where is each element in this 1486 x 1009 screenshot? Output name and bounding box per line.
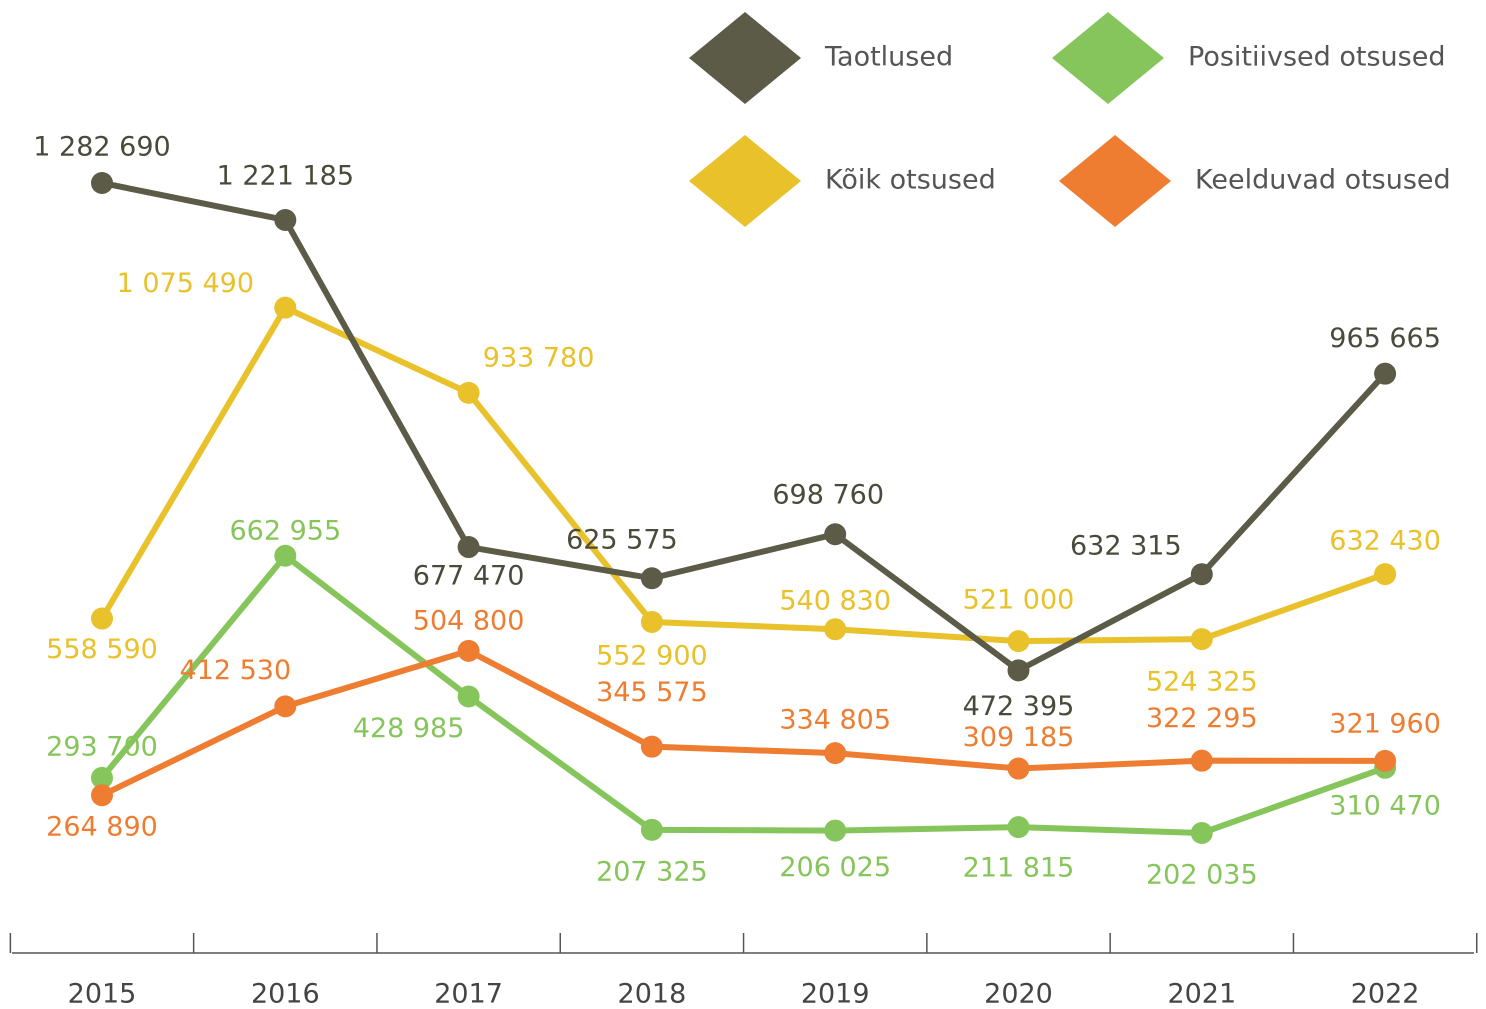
data-label: 1 075 490 — [117, 268, 254, 299]
data-point — [640, 818, 663, 841]
data-point — [91, 784, 113, 807]
data-point — [274, 296, 297, 319]
data-point — [640, 610, 663, 633]
data-point — [1190, 749, 1213, 772]
data-label: 428 985 — [353, 713, 465, 744]
data-label: 321 960 — [1329, 708, 1441, 739]
x-tick-label: 2015 — [68, 979, 137, 1009]
data-label: 632 315 — [1070, 531, 1182, 562]
legend-label: Taotlused — [824, 42, 953, 73]
legend-label: Kõik otsused — [825, 165, 996, 196]
data-point — [640, 735, 663, 758]
data-point — [274, 695, 297, 718]
data-label: 211 815 — [963, 853, 1075, 884]
data-label: 345 575 — [596, 677, 708, 708]
data-label: 207 325 — [596, 856, 708, 887]
data-label: 504 800 — [413, 605, 525, 636]
legend-swatch — [689, 135, 801, 227]
data-point — [1007, 757, 1030, 780]
data-label: 206 025 — [779, 852, 891, 883]
data-point — [824, 819, 847, 842]
x-tick-label: 2021 — [1167, 979, 1236, 1009]
data-label: 1 282 690 — [33, 132, 170, 163]
data-point — [274, 208, 297, 231]
data-label: 677 470 — [413, 561, 525, 592]
data-point — [91, 172, 113, 194]
data-label: 412 530 — [179, 655, 291, 686]
data-point — [824, 742, 847, 765]
data-label: 310 470 — [1329, 790, 1441, 821]
data-label: 662 955 — [229, 515, 341, 546]
data-point — [91, 766, 113, 789]
x-tick-label: 2016 — [251, 979, 320, 1009]
data-point — [457, 536, 480, 559]
legend-swatch — [689, 12, 801, 104]
data-label: 293 700 — [46, 731, 158, 762]
data-point — [1374, 749, 1397, 772]
data-point — [1190, 628, 1213, 651]
series-line — [100, 647, 1386, 798]
x-tick-label: 2020 — [984, 979, 1053, 1009]
data-point — [457, 685, 480, 708]
data-point — [1007, 630, 1030, 653]
data-label: 524 325 — [1146, 667, 1258, 698]
legend-label: Positiivsed otsused — [1188, 42, 1445, 73]
data-label: 334 805 — [779, 705, 891, 736]
data-point — [824, 523, 847, 546]
data-point — [1190, 822, 1213, 844]
data-point — [824, 618, 847, 641]
data-point — [640, 567, 663, 590]
data-label: 558 590 — [46, 634, 158, 665]
data-point — [457, 381, 480, 404]
data-point — [1374, 563, 1397, 586]
legend-swatch — [1059, 135, 1171, 227]
series-line — [99, 552, 1387, 836]
data-label: 965 665 — [1329, 323, 1441, 354]
data-label: 540 830 — [779, 586, 891, 617]
data-label: 521 000 — [963, 585, 1075, 616]
series-line — [101, 180, 1388, 674]
x-tick-label: 2017 — [434, 979, 503, 1009]
data-label: 264 890 — [46, 812, 158, 843]
legend-label: Keelduvad otsused — [1195, 165, 1451, 196]
x-tick-label: 2019 — [801, 979, 870, 1009]
data-label: 322 295 — [1146, 703, 1258, 734]
data-label: 309 185 — [963, 722, 1075, 753]
data-label: 1 221 185 — [217, 160, 354, 191]
data-point — [1190, 563, 1213, 586]
data-label: 933 780 — [483, 342, 595, 373]
x-tick-label: 2018 — [618, 979, 687, 1009]
data-point — [91, 607, 113, 630]
data-label: 632 430 — [1329, 526, 1441, 557]
data-label: 552 900 — [596, 640, 708, 671]
data-label: 625 575 — [566, 525, 678, 556]
data-point — [274, 544, 297, 567]
series-line — [99, 304, 1387, 645]
data-point — [457, 639, 480, 662]
data-label: 202 035 — [1146, 860, 1258, 891]
legend-swatch — [1052, 12, 1164, 104]
data-label: 698 760 — [772, 480, 884, 511]
data-point — [1374, 362, 1397, 385]
data-label: 472 395 — [963, 691, 1075, 722]
x-tick-label: 2022 — [1351, 979, 1420, 1009]
data-point — [1007, 659, 1030, 682]
data-point — [1007, 816, 1030, 839]
